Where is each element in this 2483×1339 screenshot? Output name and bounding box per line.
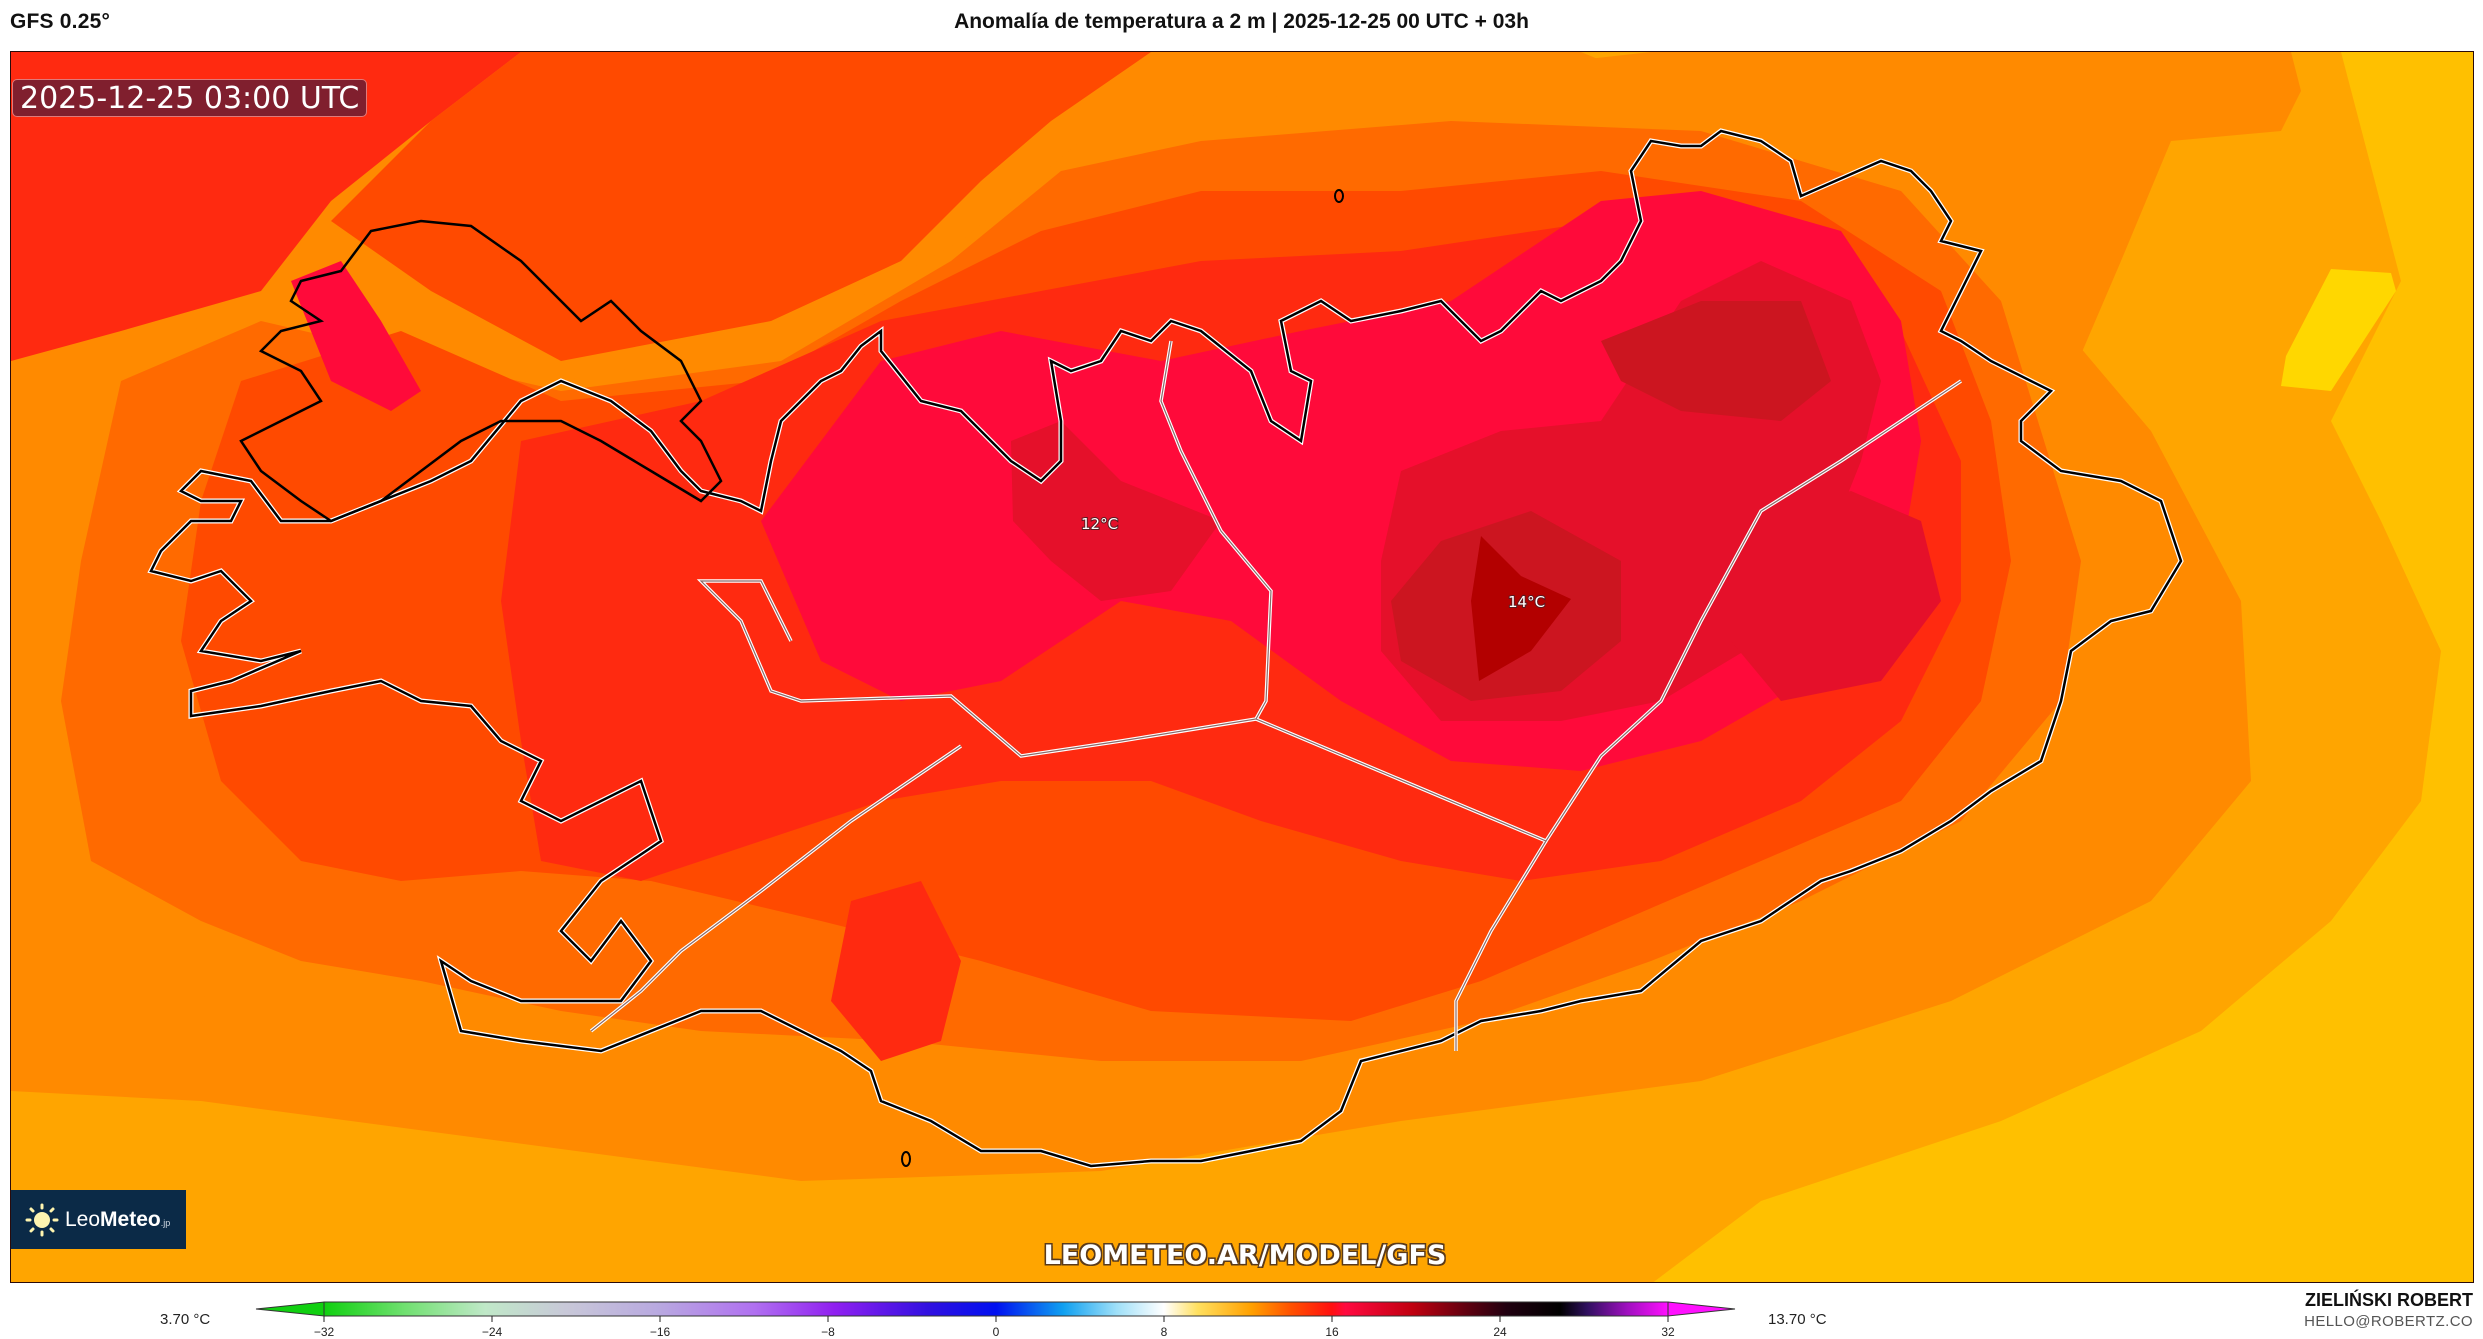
colorbar (255, 1301, 1736, 1322)
contour-level-2 (1653, 52, 2473, 1282)
colorbar-min-label: 3.70 °C (160, 1311, 211, 1328)
sun-icon (25, 1203, 59, 1236)
region-border-inner (590, 340, 1962, 1051)
contour-level-11 (1471, 536, 1571, 681)
logo-text: LeoMeteo.jp (65, 1207, 171, 1231)
colorbar-tick: −16 (649, 1325, 671, 1339)
contour-level-7 (11, 52, 521, 361)
colorbar-max-label: 13.70 °C (1768, 1311, 1827, 1328)
contour-label-14c: 14°C (1508, 593, 1545, 611)
colorbar-tick: −8 (821, 1325, 835, 1339)
coastline-inner (149, 129, 2183, 1168)
contour-level-10-ne (1601, 301, 1831, 421)
contour-level-6 (331, 52, 1151, 361)
model-name: GFS 0.25° (10, 10, 111, 33)
map-canvas: 12°C 14°C (11, 52, 2473, 1282)
watermark-url: LEOMETEO.AR/MODEL/GFS (1043, 1240, 1447, 1271)
colorbar-tick: 0 (992, 1325, 1000, 1339)
colorbar-tick: 32 (1661, 1325, 1675, 1339)
temperature-anomaly-map[interactable]: 12°C 14°C (10, 51, 2474, 1283)
contour-label-12c: 12°C (1081, 515, 1118, 533)
coastline-westfjords (239, 219, 723, 523)
contour-level-9-ne (1731, 491, 1941, 701)
island (901, 1151, 911, 1167)
contour-level-9 (1011, 421, 1221, 601)
author-email[interactable]: HELLO@ROBERTZ.CO (2304, 1313, 2473, 1330)
contour-level-7-south (831, 881, 961, 1061)
colorbar-tick: −24 (481, 1325, 503, 1339)
author-name: ZIELIŃSKI ROBERT (2304, 1290, 2473, 1310)
leometeo-logo[interactable]: LeoMeteo.jp (11, 1190, 186, 1249)
island (1334, 189, 1344, 203)
contour-level-8-westfjords (291, 261, 421, 411)
contour-level-1 (2281, 269, 2396, 391)
colorbar-tick: 16 (1325, 1325, 1339, 1339)
chart-title: Anomalía de temperatura a 2 m | 2025-12-… (954, 10, 1529, 33)
colorbar-tick: 8 (1160, 1325, 1168, 1339)
valid-time-badge: 2025-12-25 03:00 UTC (12, 79, 368, 117)
colorbar-tick: −32 (313, 1325, 335, 1339)
colorbar-tick: 24 (1493, 1325, 1507, 1339)
